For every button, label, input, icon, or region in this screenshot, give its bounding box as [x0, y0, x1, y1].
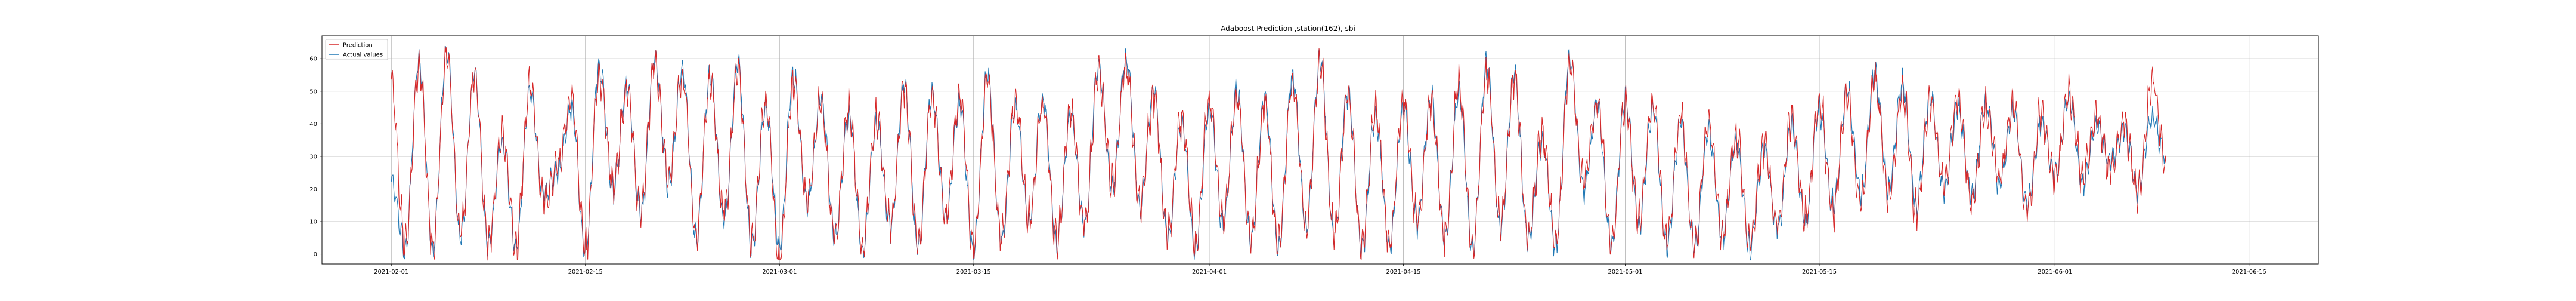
y-tick-label: 0	[314, 251, 317, 258]
legend-label-actual-values: Actual values	[343, 52, 383, 59]
y-tick-label: 30	[309, 153, 317, 160]
x-tick-label: 2021-03-01	[762, 269, 797, 275]
x-axis: 2021-02-01 2021-02-15 2021-03-01 2021-03-15…	[374, 264, 2267, 275]
series-line-prediction	[391, 45, 2166, 261]
legend: Prediction Actual values	[325, 39, 388, 60]
plot-frame	[321, 35, 2319, 265]
y-tick-label: 40	[309, 121, 317, 128]
x-tick-label: 2021-04-15	[1386, 269, 1420, 275]
series-lines	[391, 45, 2166, 261]
y-axis: 0 10 20 30 40 50 60	[309, 56, 322, 258]
x-tick-label: 2021-04-01	[1192, 269, 1227, 275]
y-tick-label: 60	[309, 56, 317, 63]
x-tick-label: 2021-05-15	[1802, 269, 1837, 275]
x-tick-label: 2021-03-15	[956, 269, 991, 275]
x-tick-label: 2021-02-15	[568, 269, 603, 275]
chart-title: Adaboost Prediction ,station(162), sbi	[1221, 24, 1355, 33]
x-tick-label: 2021-06-01	[2038, 269, 2072, 275]
y-tick-label: 20	[309, 186, 317, 193]
grid-lines	[322, 36, 2318, 264]
x-tick-label: 2021-02-01	[374, 269, 408, 275]
legend-box	[325, 39, 388, 60]
legend-label-prediction: Prediction	[343, 42, 373, 49]
y-tick-label: 50	[309, 88, 317, 95]
y-tick-label: 10	[309, 219, 317, 226]
x-tick-label: 2021-06-15	[2232, 269, 2267, 275]
x-tick-label: 2021-05-01	[1608, 269, 1642, 275]
